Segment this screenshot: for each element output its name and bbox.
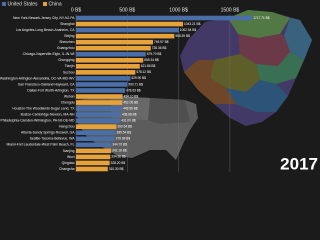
value-label: 478.63 B$ xyxy=(126,88,141,92)
legend-label: United States xyxy=(8,2,39,8)
category-label: Beijing xyxy=(64,34,74,38)
value-label: 454.10 B$ xyxy=(124,94,139,98)
value-label: 1043.21 B$ xyxy=(184,22,201,26)
value-label: 529.90 B$ xyxy=(131,76,146,80)
value-label: 328.20 B$ xyxy=(111,161,126,165)
value-label: 334.36 B$ xyxy=(111,155,126,159)
bar xyxy=(76,88,126,93)
bar xyxy=(76,27,179,33)
value-label: 728.36 B$ xyxy=(152,46,167,50)
legend-swatch xyxy=(43,2,48,6)
bar xyxy=(76,154,111,160)
category-label: Chengdu xyxy=(61,100,75,104)
x-tick-label: 1500 B$ xyxy=(221,7,240,13)
category-label: Nanjing xyxy=(63,149,75,153)
value-label: 958.39 B$ xyxy=(175,34,190,38)
bar xyxy=(76,112,122,117)
category-label: San Francisco-Oakland-Hayward, CA xyxy=(18,82,75,86)
value-label: 1717.71 B$ xyxy=(253,16,270,20)
x-tick-label: 1000 B$ xyxy=(169,7,188,13)
bar xyxy=(76,21,184,27)
category-label: Boston-Cambridge-Newton, MA-NH xyxy=(21,113,75,117)
legend-swatch xyxy=(2,2,6,6)
bar xyxy=(76,142,112,148)
category-label: Shanghai xyxy=(60,22,75,26)
category-label: Guangzhou xyxy=(57,46,75,50)
bar xyxy=(76,136,115,142)
x-tick-label: 500 B$ xyxy=(119,7,135,13)
legend-label: China xyxy=(49,2,62,8)
category-label: Philadelphia-Camden-Wilmington, PA-NJ-DE… xyxy=(1,119,76,123)
bar xyxy=(76,39,153,45)
category-label: Chongqing xyxy=(58,58,75,62)
value-label: 431.00 B$ xyxy=(121,119,136,123)
bar xyxy=(76,45,151,51)
bar xyxy=(76,160,110,166)
category-label: Houston-The Woodlands-Sugar Land, TX xyxy=(12,106,75,110)
value-label: 342.18 B$ xyxy=(112,149,127,153)
bar xyxy=(76,118,121,123)
year-label: 2017 xyxy=(280,154,318,173)
category-label: Seattle-Tacoma-Bellevue, WA xyxy=(30,137,76,141)
value-label: 438.68 B$ xyxy=(122,112,137,116)
value-label: 385.54 B$ xyxy=(117,131,132,135)
category-label: Hangzhou xyxy=(59,125,75,129)
bar xyxy=(76,100,123,105)
value-label: 578.12 B$ xyxy=(136,70,151,74)
category-label: Chicago-Naperville-Elgin, IL-IN-WI xyxy=(23,52,75,56)
value-label: 655.34 B$ xyxy=(144,58,159,62)
value-label: 452.05 B$ xyxy=(123,100,138,104)
bar xyxy=(76,15,253,21)
bar xyxy=(76,94,123,99)
category-label: New York-Newark-Jersey City, NY-NJ-PA xyxy=(13,16,75,20)
value-label: 393.64 B$ xyxy=(117,125,132,129)
category-label: Wuhan xyxy=(64,94,75,98)
category-label: Qingdao xyxy=(62,161,75,165)
value-label: 679.70 B$ xyxy=(147,52,162,56)
category-label: Changsha xyxy=(59,167,75,171)
x-tick-label: 0 B$ xyxy=(71,7,82,13)
bar xyxy=(76,82,128,87)
category-label: Wuxi xyxy=(67,155,75,159)
bar xyxy=(76,70,136,75)
bar xyxy=(76,148,112,154)
category-label: Washington-Arlington-Alexandria, DC-VA-M… xyxy=(0,76,75,80)
value-label: 310.30 B$ xyxy=(109,167,124,171)
bar xyxy=(76,106,123,111)
category-label: Shenzhen xyxy=(59,40,74,44)
value-label: 1002.54 B$ xyxy=(180,28,197,32)
bar xyxy=(76,130,116,136)
value-label: 500.71 B$ xyxy=(128,82,143,86)
category-label: Suzhou xyxy=(63,70,75,74)
category-label: Atlanta-Sandy Springs-Roswell, GA xyxy=(21,131,75,135)
bar xyxy=(76,124,117,130)
category-label: Dallas-Fort Worth-Arlington, TX xyxy=(27,88,75,92)
bar xyxy=(76,57,144,63)
bar xyxy=(76,64,140,69)
value-label: 749.97 B$ xyxy=(154,40,169,44)
value-label: 449.56 B$ xyxy=(123,106,138,110)
category-label: Tianjin xyxy=(65,64,75,68)
bar xyxy=(76,166,108,172)
value-label: 621.86 B$ xyxy=(141,64,156,68)
category-label: Los Angeles-Long Beach-Anaheim, CA xyxy=(16,28,76,32)
category-label: Miami-Fort Lauderdale-West Palm Beach, F… xyxy=(7,143,75,147)
bar xyxy=(76,33,175,39)
chart: United States China 0 B$ 500 B$ 1000 B$ 1500 … xyxy=(0,1,318,174)
bar xyxy=(76,51,146,57)
value-label: 376.98 B$ xyxy=(116,137,131,141)
bar xyxy=(76,76,131,81)
value-label: 344.70 B$ xyxy=(112,143,127,147)
